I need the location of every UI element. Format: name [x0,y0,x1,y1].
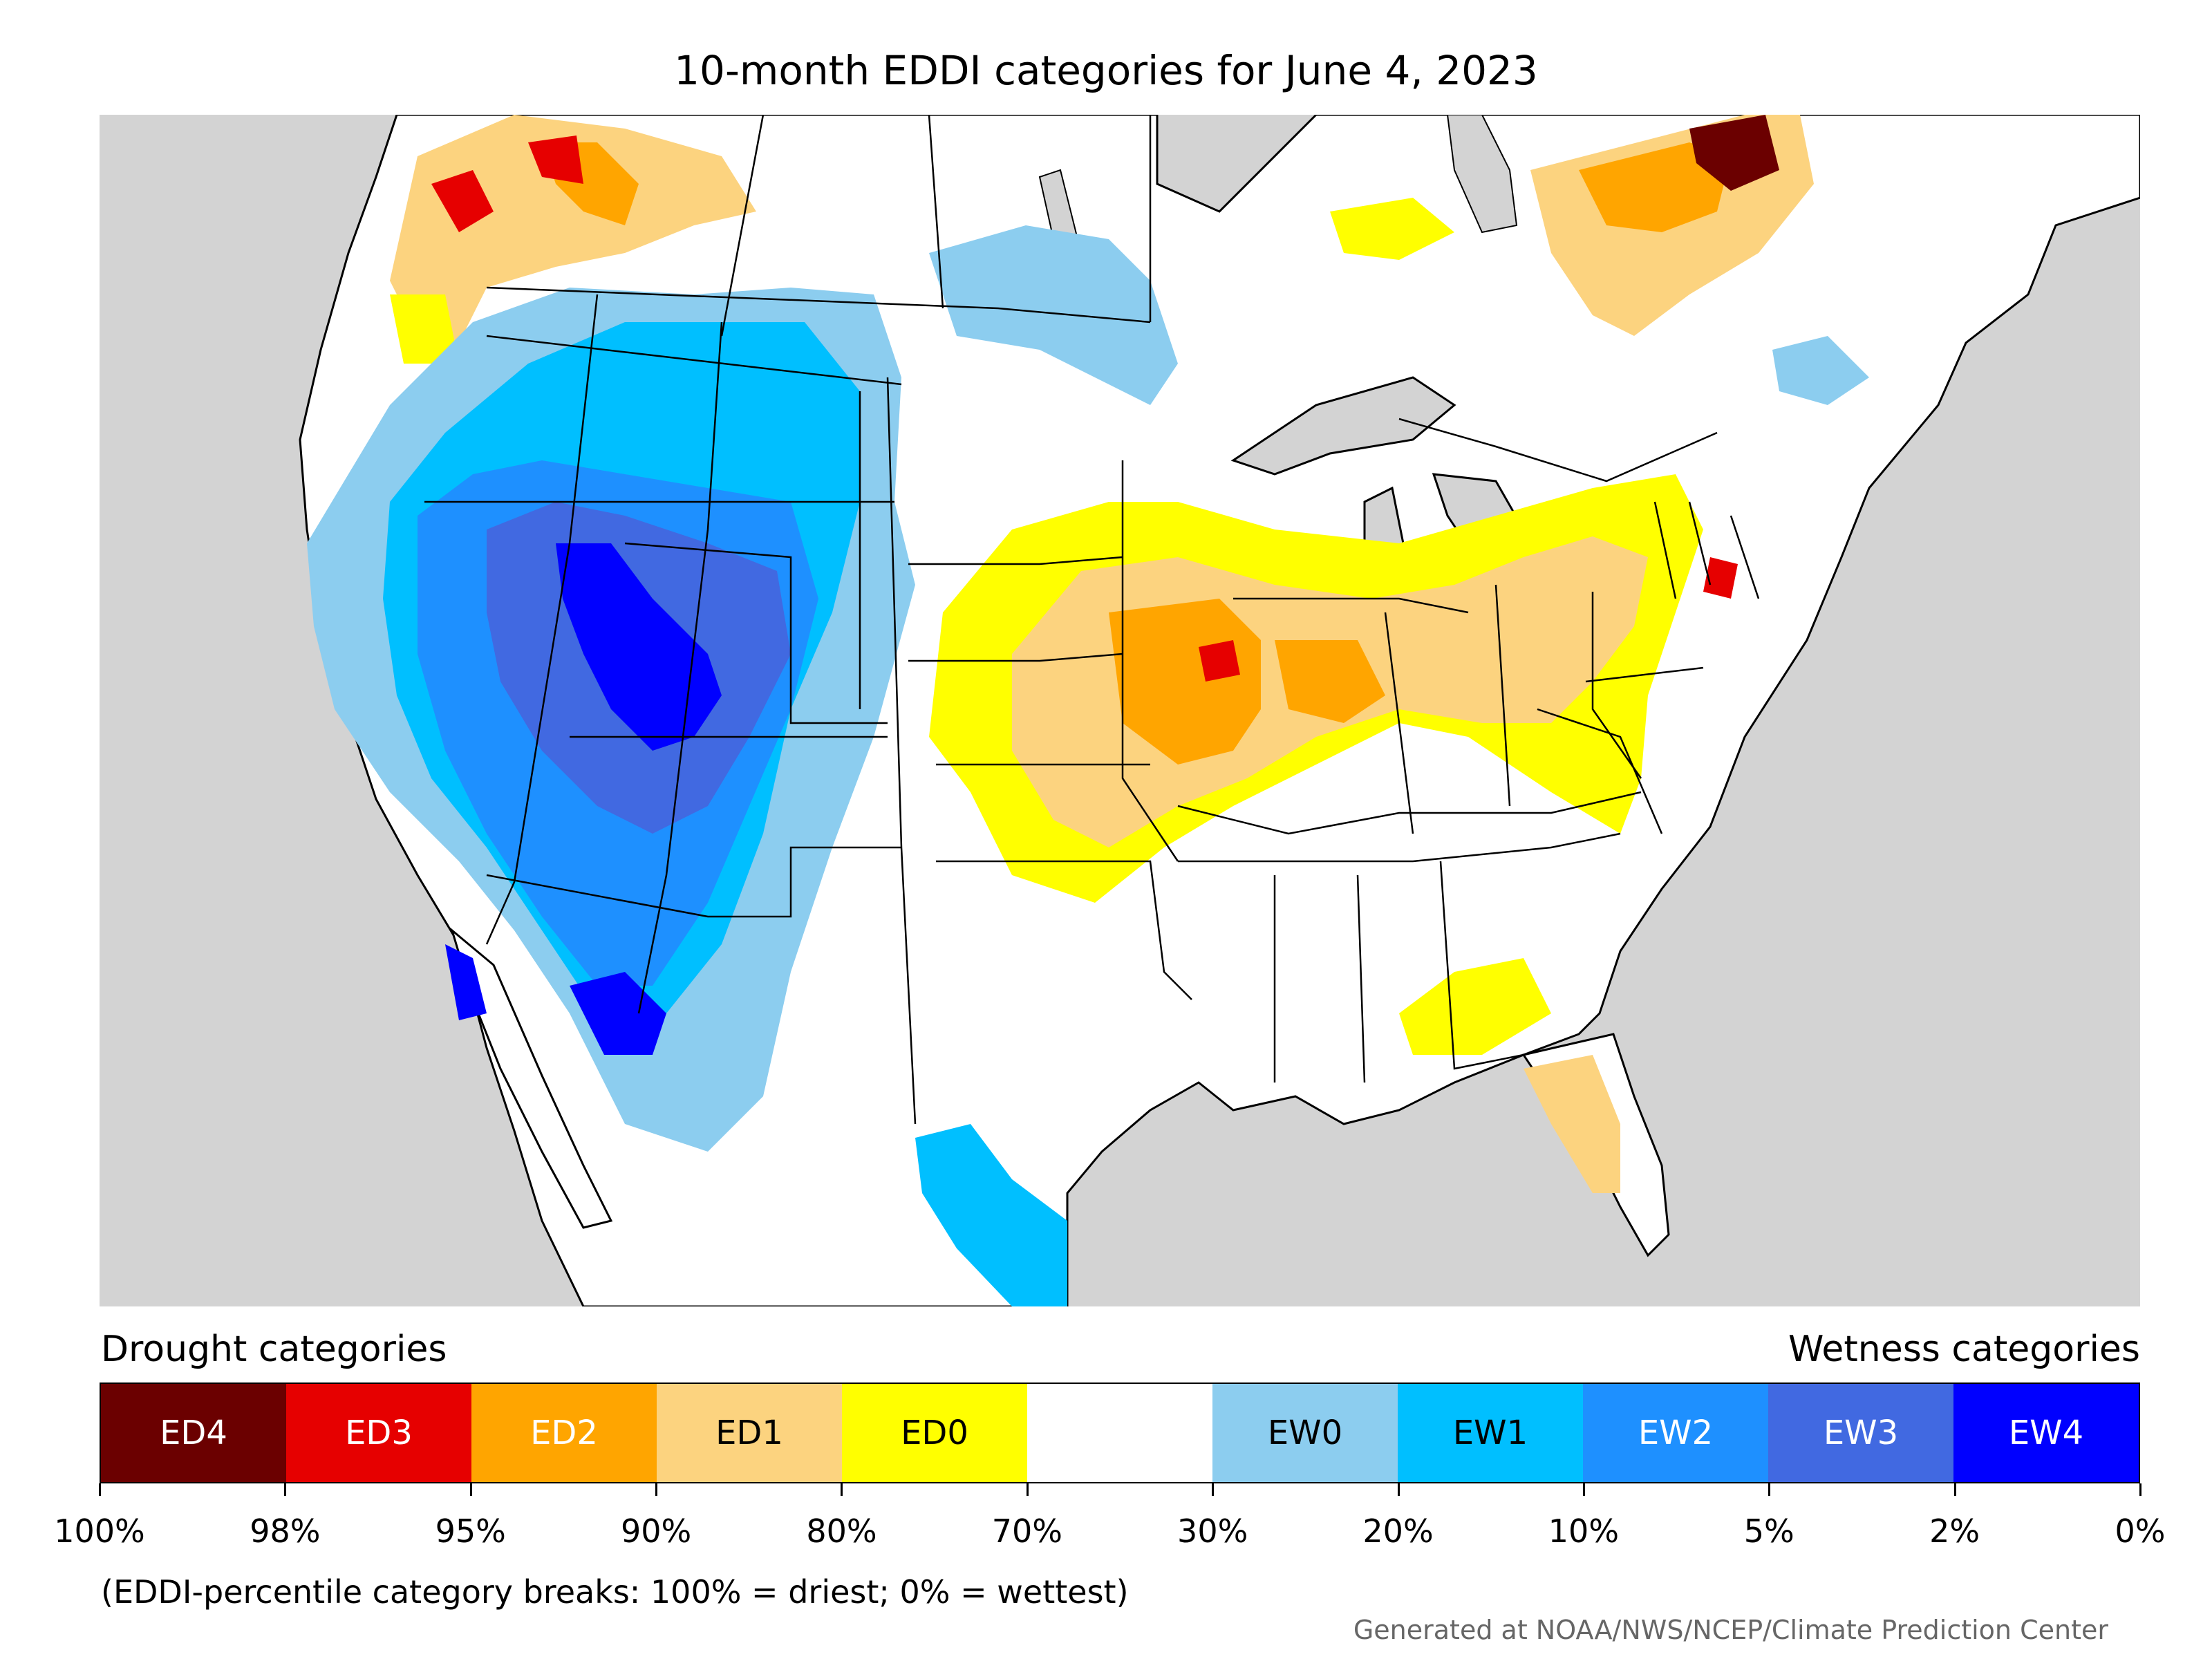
drought-region-midwest-ed2 [1109,599,1261,765]
wetness-region-texas-ew1 [915,1124,1067,1306]
legend-swatch-neutral [1027,1384,1212,1482]
legend-break-label: 0% [2115,1512,2166,1550]
legend-swatch-ed0: ED0 [842,1384,1027,1482]
legend-break-label: 10% [1548,1512,1620,1550]
legend-tick [1026,1483,1029,1496]
drought-region-pnw-ed0 [390,294,459,364]
legend-tick [1212,1483,1215,1496]
drought-region-quebec-ed0 [1330,198,1454,260]
category-breaks-note: (EDDI-percentile category breaks: 100% =… [101,1573,1129,1611]
legend-break-label: 5% [1743,1512,1794,1550]
legend-break-label: 95% [435,1512,506,1550]
legend-break-label: 2% [1929,1512,1980,1550]
legend-swatch-ew1: EW1 [1398,1384,1583,1482]
drought-region-pnw [390,115,756,343]
hudson-bay [1446,115,1518,234]
legend-break-labels: 100% 98% 95% 90% 80% 70% 30% 20% 10% 5% 2% 0% [54,1512,2165,1554]
drought-region-quebec-ed2 [1579,142,1731,232]
legend-tick [469,1483,472,1496]
legend-swatch-ed1: ED1 [657,1384,842,1482]
legend-swatch-ew2: EW2 [1583,1384,1768,1482]
legend-break-label: 30% [1177,1512,1248,1550]
wetness-region-canada-ew0 [929,225,1178,405]
legend-tick [2139,1483,2141,1496]
wetness-region-california-ew4 [445,944,487,1020]
legend-swatch-ed4: ED4 [101,1384,286,1482]
drought-region-quebec-ed4 [1689,115,1779,191]
drought-region-northeast-ed3 [1703,557,1738,599]
legend-break-label: 98% [250,1512,321,1550]
wetness-categories-heading: Wetness categories [1788,1329,2140,1370]
drought-region-illinois-ed2 [1275,640,1385,723]
eddi-map [100,115,2140,1306]
drought-region-iowa-ed3 [1199,640,1240,682]
legend-tick [284,1483,287,1496]
legend-swatch-ed3: ED3 [286,1384,471,1482]
legend-break-label: 100% [54,1512,145,1550]
legend-ticks [99,1483,2141,1497]
legend-break-label: 70% [991,1512,1062,1550]
drought-categories-heading: Drought categories [101,1329,447,1370]
drought-region-pnw-ed3b [528,135,583,184]
wetness-region-maritime-ew0 [1772,336,1869,405]
lake-superior [1230,376,1456,476]
legend-break-label: 20% [1362,1512,1434,1550]
legend-break-label: 90% [620,1512,692,1550]
baja-california [450,927,613,1229]
legend-tick [1397,1483,1400,1496]
drought-region-pnw-ed3 [431,170,494,232]
map-title: 10-month EDDI categories for June 4, 202… [674,47,1538,94]
legend-swatch-ed2: ED2 [471,1384,657,1482]
legend-tick [841,1483,843,1496]
drought-region-florida-ed1 [1524,1055,1620,1193]
legend-tick [99,1483,101,1496]
legend-tick [655,1483,658,1496]
state-borders [424,115,1760,1125]
wetness-region-west-ew4 [556,543,722,751]
drought-region-southeast-ed0 [1399,958,1551,1055]
legend-tick [1953,1483,1956,1496]
legend-swatch-ew0: EW0 [1212,1384,1398,1482]
legend-tick [1582,1483,1585,1496]
credit-line: Generated at NOAA/NWS/NCEP/Climate Predi… [1353,1615,2108,1645]
legend-swatch-ew3: EW3 [1768,1384,1953,1482]
legend-swatch-ew4: EW4 [1953,1384,2139,1482]
legend-tick [1768,1483,1771,1496]
legend-break-label: 80% [806,1512,877,1550]
legend-color-bar: ED4 ED3 ED2 ED1 ED0 EW0 EW1 EW2 EW3 EW4 [100,1382,2140,1483]
